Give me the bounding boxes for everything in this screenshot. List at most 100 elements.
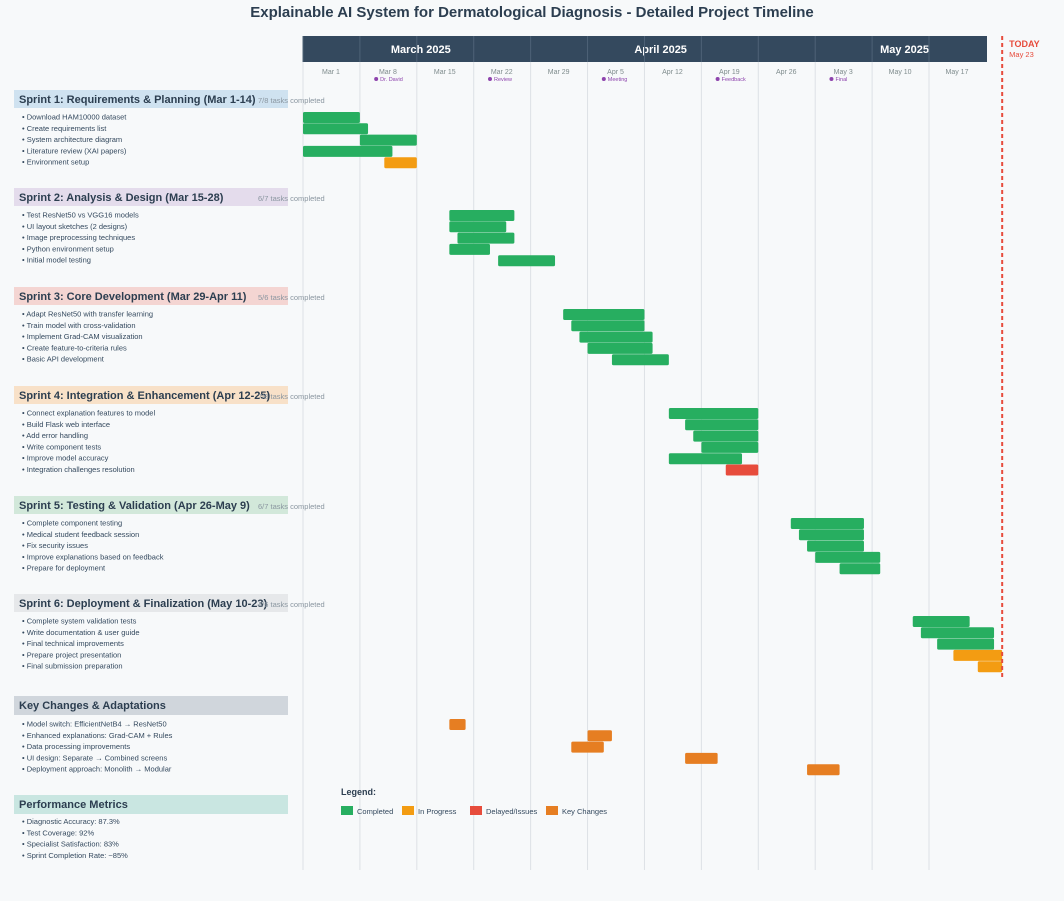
sprint-header-bg: [14, 188, 288, 206]
meeting-marker: [487, 77, 492, 81]
task-bar-completed: [498, 255, 556, 267]
sprint-header-bg: [14, 496, 288, 514]
legend-label: Key Changes: [562, 807, 607, 816]
task-label: • Add error handling: [22, 431, 88, 440]
month-label: May 2025: [880, 44, 929, 56]
task-bar-completed: [668, 453, 743, 465]
task-bar-completed: [587, 342, 653, 354]
chart-sections: Sprint 1: Requirements & Planning (Mar 1…: [14, 90, 325, 860]
sprint-header-bg: [14, 594, 288, 612]
week-tick-label: Apr 19: [719, 69, 740, 76]
task-bar-completed: [457, 232, 515, 244]
task-bar-completed: [685, 419, 759, 431]
meeting-marker: [829, 77, 834, 81]
task-label: • Write documentation & user guide: [22, 628, 140, 637]
task-label: • Prepare for deployment: [22, 564, 106, 573]
task-bar-completed: [920, 627, 995, 639]
sprint-title: Sprint 1: Requirements & Planning (Mar 1…: [19, 94, 256, 106]
task-bar-completed: [815, 551, 881, 563]
sprint-title: Sprint 6: Deployment & Finalization (May…: [19, 598, 267, 610]
sprint-summary: 6/7 tasks completed: [258, 502, 325, 511]
task-bar-in-progress: [977, 661, 1003, 673]
task-bar-completed: [303, 123, 369, 135]
sprint-summary: 4/6 tasks completed: [258, 600, 325, 609]
task-label: • Medical student feedback session: [22, 530, 139, 539]
task-label: • Basic API development: [22, 355, 105, 364]
task-label: • Improve model accuracy: [22, 454, 109, 463]
today-date: May 23: [1009, 50, 1034, 59]
sprint-summary: 7/8 tasks completed: [258, 96, 325, 105]
task-label: • Complete system validation tests: [22, 617, 137, 626]
task-bar-completed: [790, 518, 864, 529]
task-label: • Adapt ResNet50 with transfer learning: [22, 310, 153, 319]
week-tick-label: Mar 29: [548, 69, 570, 76]
meeting-label: Dr. David: [380, 77, 403, 83]
metric-item: • Sprint Completion Rate: ~85%: [22, 851, 128, 860]
task-bar-completed: [303, 145, 393, 157]
task-label: • UI layout sketches (2 designs): [22, 222, 128, 231]
sprint-header-bg: [14, 90, 288, 108]
task-label: • Python environment setup: [22, 244, 114, 253]
key-changes-title: Key Changes & Adaptations: [19, 700, 166, 712]
task-label: • Improve explanations based on feedback: [22, 552, 164, 561]
task-bar-in-progress: [953, 649, 1003, 661]
task-bar-completed: [303, 112, 360, 123]
week-tick-label: Mar 22: [491, 69, 513, 76]
task-bar-completed: [693, 430, 759, 442]
key-change-label: • Deployment approach: Monolith → Modula…: [22, 765, 172, 774]
task-label: • Final submission preparation: [22, 662, 123, 671]
task-bar-completed: [579, 331, 653, 343]
sprint-summary: 6/7 tasks completed: [258, 194, 325, 203]
task-label: • Initial model testing: [22, 256, 91, 265]
task-label: • Write component tests: [22, 442, 101, 451]
key-change-bar: [587, 730, 612, 742]
metric-item: • Specialist Satisfaction: 83%: [22, 840, 119, 849]
task-bar-delayed: [725, 464, 759, 476]
task-label: • Test ResNet50 vs VGG16 models: [22, 211, 139, 220]
legend-label: In Progress: [418, 807, 457, 816]
week-tick-label: Apr 12: [662, 69, 683, 76]
task-bar-completed: [701, 441, 759, 453]
sprint-title: Sprint 2: Analysis & Design (Mar 15-28): [19, 192, 224, 204]
meeting-label: Review: [494, 77, 512, 83]
key-change-bar: [571, 741, 604, 753]
task-label: • Complete component testing: [22, 519, 122, 528]
meeting-marker: [601, 77, 606, 81]
chart-title: Explainable AI System for Dermatological…: [250, 4, 814, 21]
week-tick-label: Apr 26: [776, 69, 797, 76]
metric-item: • Diagnostic Accuracy: 87.3%: [22, 817, 120, 826]
sprint-summary: 7/8 tasks completed: [258, 392, 325, 401]
task-bar-completed: [449, 243, 490, 255]
legend-label: Completed: [357, 807, 393, 816]
key-change-label: • Model switch: EfficientNetB4 → ResNet5…: [22, 720, 167, 729]
task-bar-completed: [449, 221, 507, 233]
task-label: • Train model with cross-validation: [22, 321, 136, 330]
today-label: TODAY: [1009, 39, 1040, 49]
key-change-label: • UI design: Separate → Combined screens: [22, 753, 167, 762]
meeting-marker: [374, 77, 379, 81]
sprint-header-bg: [14, 287, 288, 305]
task-label: • Prepare project presentation: [22, 650, 121, 659]
task-bar-completed: [912, 616, 970, 627]
task-label: • Environment setup: [22, 158, 89, 167]
task-bar-completed: [668, 408, 759, 419]
task-label: • Connect explanation features to model: [22, 409, 155, 418]
legend-label: Delayed/Issues: [486, 807, 538, 816]
meeting-label: Final: [835, 77, 847, 83]
task-bar-completed: [359, 134, 417, 146]
sprint-title: Sprint 5: Testing & Validation (Apr 26-M…: [19, 500, 250, 512]
key-change-bar: [807, 764, 840, 776]
legend-swatch: [546, 806, 558, 815]
metric-item: • Test Coverage: 92%: [22, 828, 94, 837]
legend-swatch: [341, 806, 353, 815]
meeting-label: Feedback: [722, 77, 746, 83]
chart-grid: [302, 36, 930, 870]
legend-swatch: [402, 806, 414, 815]
sprint-summary: 5/6 tasks completed: [258, 293, 325, 302]
task-bar-completed: [807, 540, 864, 552]
task-bar-completed: [449, 210, 515, 221]
month-label: March 2025: [391, 44, 451, 56]
task-bar-completed: [839, 563, 881, 575]
key-changes-header-bg: [14, 696, 288, 715]
